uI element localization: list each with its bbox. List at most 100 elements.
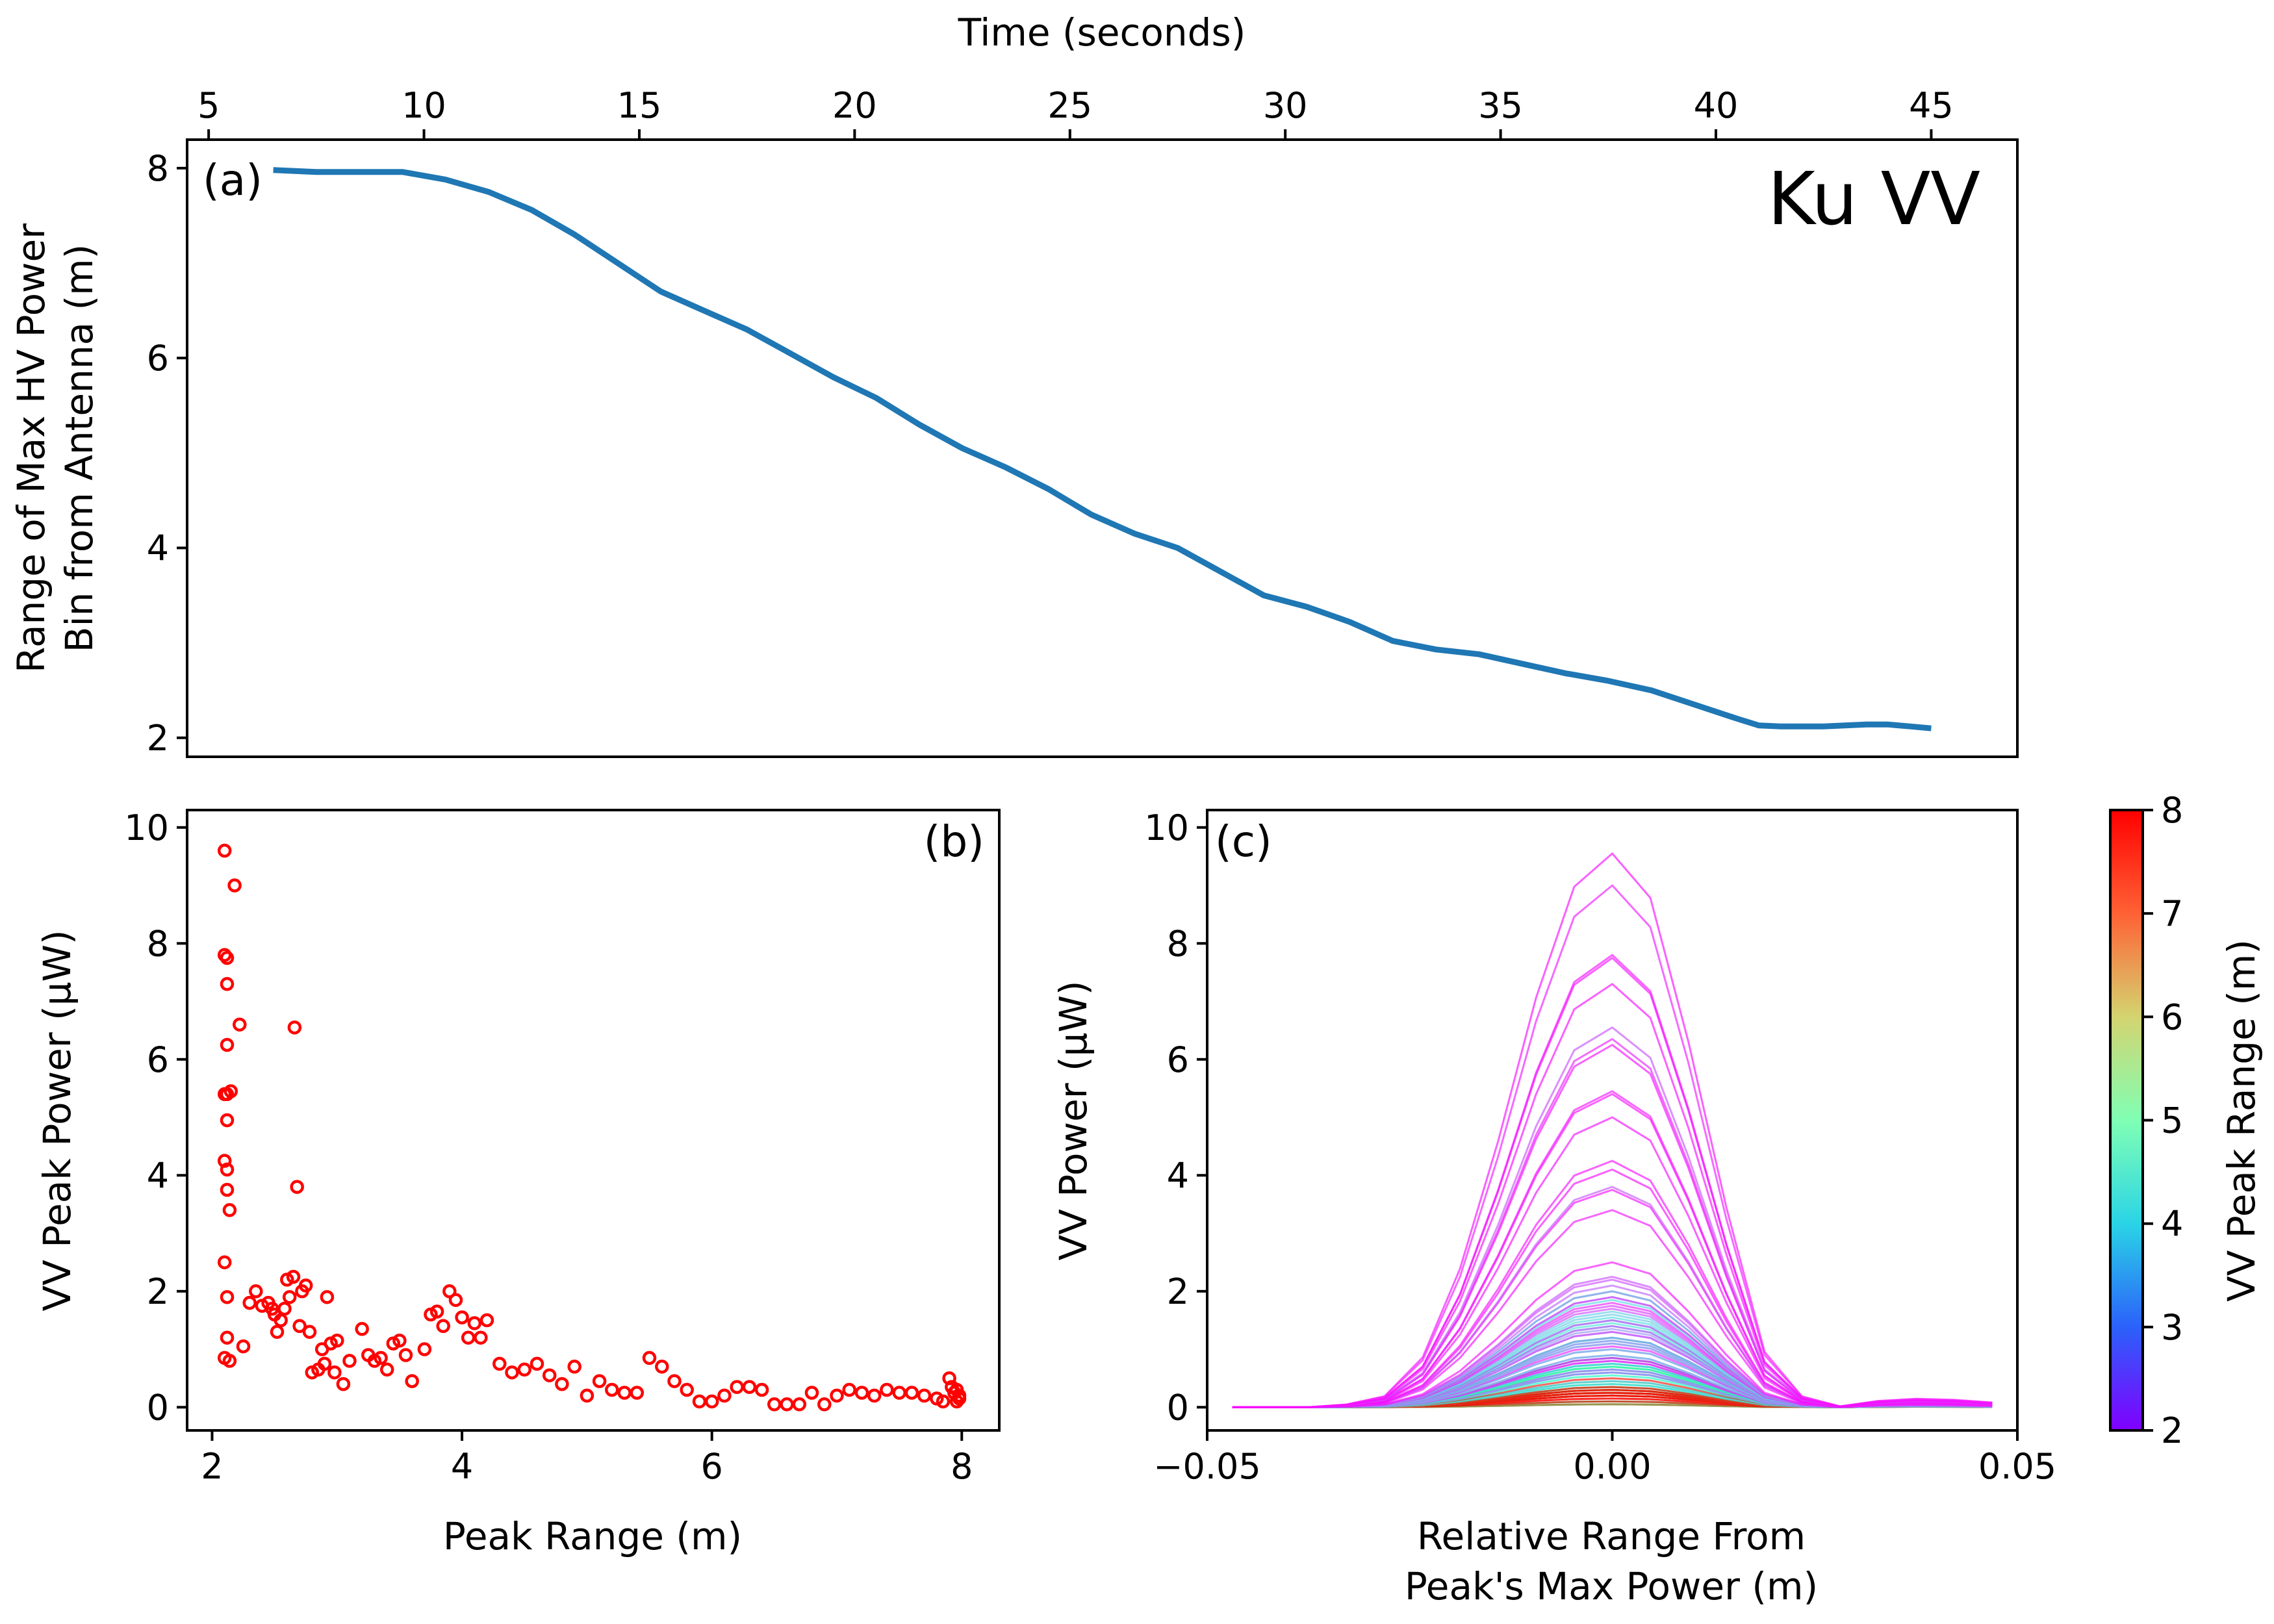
panel-b-point <box>655 1360 669 1374</box>
panel-b-point <box>277 1301 292 1316</box>
panel-b-point <box>804 1386 819 1400</box>
panel-a-annotation: Ku VV <box>1767 157 1980 242</box>
panel-c-frame <box>1206 809 2019 1432</box>
panel-b-label: (b) <box>924 817 984 867</box>
panel-b-point <box>942 1371 956 1386</box>
colorbar-tick-label: 3 <box>2161 1307 2183 1348</box>
panel-b-point <box>880 1382 894 1397</box>
panel-b-point <box>704 1394 719 1409</box>
panel-b-point <box>917 1388 932 1403</box>
panel-c-profile-line <box>1232 1090 1993 1408</box>
panel-a: 5 10 15 20 25 30 35 40 45 2 4 6 8 (a) Ku VV Time (se… <box>9 10 2019 759</box>
panel-b-y-tick-label: 0 <box>147 1387 169 1428</box>
panel-c-y-tick-label: 4 <box>1167 1155 1189 1196</box>
panel-a-x-tick-label: 10 <box>402 85 446 126</box>
panel-b-point <box>282 1289 297 1304</box>
panel-b-point <box>692 1394 707 1409</box>
panel-b-point <box>854 1386 869 1400</box>
colorbar-label: VV Peak Range (m) <box>2219 939 2264 1302</box>
panel-b-point <box>448 1293 463 1307</box>
panel-b-point <box>374 1351 388 1365</box>
panel-b-point <box>730 1380 744 1394</box>
panel-b-point <box>220 1182 235 1197</box>
panel-a-y-tick-label: 2 <box>147 718 169 759</box>
panel-c-profile-line <box>1232 1044 1993 1408</box>
panel-b-point <box>342 1354 357 1368</box>
panel-c-x-tick-label: −0.05 <box>1153 1446 1260 1487</box>
colorbar-tick-label: 5 <box>2161 1100 2183 1141</box>
panel-c-profile-line <box>1232 954 1993 1408</box>
colorbar-gradient <box>2109 809 2144 1432</box>
panel-c-x-axis-label-line2: Peak's Max Power (m) <box>1405 1564 1818 1608</box>
panel-b-point <box>224 1084 238 1098</box>
panel-b-point <box>717 1388 732 1403</box>
panel-c-profile-line <box>1232 1026 1993 1408</box>
panel-b-point <box>330 1333 344 1348</box>
panel-b-point <box>220 1113 235 1128</box>
panel-b-point <box>617 1386 632 1400</box>
panel-c-y-tick-label: 0 <box>1167 1387 1189 1428</box>
panel-b-point <box>605 1382 619 1397</box>
panel-b-y-tick-label: 6 <box>147 1039 169 1080</box>
panel-c-profile-line <box>1232 1316 1993 1408</box>
panel-a-x-tick-label: 25 <box>1047 85 1092 126</box>
panel-c-x-tick-label: 0.00 <box>1573 1446 1651 1487</box>
colorbar: 2 3 4 5 6 7 8 VV Peak Range (m) <box>2109 790 2264 1451</box>
panel-b-point <box>867 1388 882 1403</box>
panel-b-x-tick-label: 6 <box>701 1446 723 1487</box>
panel-c-y-tick-label: 8 <box>1167 923 1189 964</box>
panel-b-y-tick-label: 4 <box>147 1155 169 1196</box>
panel-b-point <box>217 1154 232 1168</box>
panel-b-point <box>680 1382 694 1397</box>
panel-b-point <box>242 1295 257 1310</box>
panel-b-point <box>892 1386 906 1400</box>
panel-b-x-tick-label: 2 <box>201 1446 223 1487</box>
panel-b-point <box>220 1330 235 1345</box>
panel-b-x-axis-label: Peak Range (m) <box>443 1514 742 1558</box>
panel-b-point <box>505 1365 519 1380</box>
panel-b-point <box>317 1356 332 1371</box>
panel-b-point <box>530 1356 544 1371</box>
panel-c-y-tick-label: 6 <box>1167 1039 1189 1080</box>
panel-b-point <box>830 1388 844 1403</box>
panel-b-point <box>949 1382 964 1397</box>
panel-b-point <box>904 1386 919 1400</box>
panel-a-x-tick-label: 45 <box>1909 85 1954 126</box>
panel-c-label: (c) <box>1215 817 1272 867</box>
colorbar-tick-label: 2 <box>2161 1410 2183 1451</box>
panel-b-point <box>767 1397 782 1412</box>
panel-b-point <box>467 1316 482 1330</box>
panel-c-y-tick-label: 2 <box>1167 1271 1189 1312</box>
panel-b-point <box>479 1313 494 1328</box>
panel-b-point <box>667 1374 682 1388</box>
panel-c-profile-line <box>1232 852 1993 1408</box>
panel-b-point <box>936 1394 951 1409</box>
panel-a-x-tick-label: 20 <box>832 85 877 126</box>
panel-a-y-tick-label: 4 <box>147 527 169 568</box>
panel-c-profile-line <box>1232 1356 1993 1408</box>
panel-b-point <box>492 1356 507 1371</box>
panel-b-y-axis-label: VV Peak Power (μW) <box>35 930 79 1311</box>
panel-b-frame <box>186 809 1001 1432</box>
panel-b-point <box>233 1017 247 1032</box>
panel-b-point <box>542 1368 557 1382</box>
panel-b-point <box>642 1351 657 1365</box>
panel-b-point <box>336 1377 351 1391</box>
panel-a-plot-area <box>273 167 1932 731</box>
panel-b-point <box>287 1020 302 1035</box>
panel-b-point <box>217 1255 232 1269</box>
panel-c-profile-line <box>1232 1339 1993 1408</box>
panel-b-point <box>274 1313 288 1328</box>
panel-a-x-tick-label: 40 <box>1694 85 1739 126</box>
panel-b-point <box>630 1386 645 1400</box>
panel-a-x-tick-label: 5 <box>198 85 220 126</box>
panel-a-x-axis-label: Time (seconds) <box>958 10 1246 55</box>
panel-b-point <box>567 1360 581 1374</box>
colorbar-tick-label: 4 <box>2161 1204 2183 1245</box>
panel-b-point <box>286 1269 301 1284</box>
panel-b-point <box>379 1362 394 1377</box>
panel-b-point <box>474 1330 488 1345</box>
panel-c-profile-line <box>1232 1356 1993 1408</box>
panel-b-point <box>780 1397 794 1412</box>
